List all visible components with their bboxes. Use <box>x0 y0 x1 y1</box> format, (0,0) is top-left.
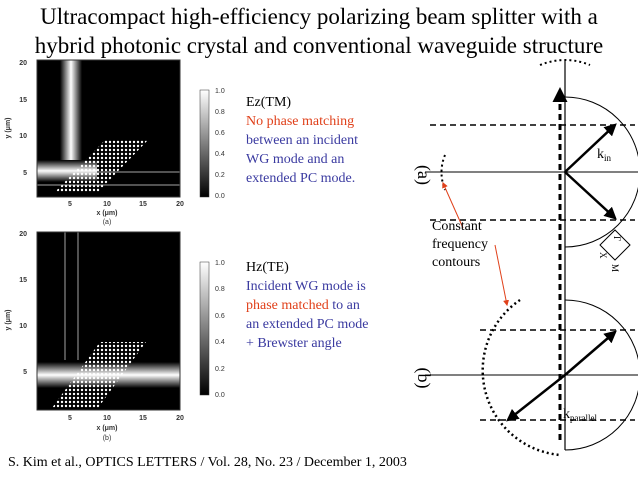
label: WG mode and an <box>246 152 344 167</box>
label: 5 <box>23 369 27 376</box>
label: phase matched <box>246 298 329 313</box>
label: y (μm) <box>5 309 12 330</box>
label: 0.4 <box>215 339 225 346</box>
label: (b) <box>103 435 112 442</box>
label: Hz(TE) <box>246 260 289 275</box>
polygon <box>52 342 146 408</box>
path <box>564 96 638 248</box>
text: phase matched to an <box>246 298 360 313</box>
label: (a) <box>413 165 434 185</box>
label: 15 <box>19 277 27 284</box>
label: 10 <box>103 201 111 208</box>
label: No phase matching <box>246 114 354 129</box>
label: 5 <box>68 201 72 208</box>
label: 0.6 <box>215 130 225 137</box>
rect <box>199 261 210 396</box>
line <box>494 244 510 307</box>
label: 0.2 <box>215 172 225 179</box>
label: extended PC mode. <box>246 171 355 186</box>
label: 0.2 <box>215 366 225 373</box>
panel-b: 20 15 10 5 5 10 15 20 x (μm) (b) y (μm) … <box>5 231 368 442</box>
label: 15 <box>139 201 147 208</box>
polygon <box>599 229 631 261</box>
label: k <box>597 147 604 162</box>
label: contours <box>432 255 480 270</box>
label: 15 <box>19 97 27 104</box>
title-line: hybrid photonic crystal and conventional… <box>35 33 603 58</box>
rect <box>36 231 181 411</box>
path <box>481 298 561 457</box>
label: 10 <box>103 415 111 422</box>
rect <box>199 89 210 198</box>
label: 0.8 <box>215 109 225 116</box>
label: 5 <box>68 415 72 422</box>
label: k <box>563 407 570 422</box>
label: 1.0 <box>215 260 225 267</box>
polygon <box>55 140 148 192</box>
label: parallel <box>570 413 597 423</box>
line <box>564 171 617 220</box>
label: in <box>604 153 612 163</box>
label: to an <box>329 298 360 313</box>
label: 0.4 <box>215 151 225 158</box>
text: kin <box>597 147 612 163</box>
title-line: Ultracompact high-efficiency polarizing … <box>40 4 598 29</box>
diagram <box>425 59 638 457</box>
line <box>442 181 464 229</box>
label: Γ <box>612 236 622 241</box>
label: 0.8 <box>215 286 225 293</box>
label: + Brewster angle <box>246 336 342 351</box>
line <box>564 123 617 173</box>
label: Constant <box>432 219 482 234</box>
label: 1.0 <box>215 88 225 95</box>
label: 15 <box>139 415 147 422</box>
label: 10 <box>19 323 27 330</box>
label: 0.0 <box>215 392 225 399</box>
label: x (μm) <box>96 425 117 432</box>
panel-a: 20 15 10 5 5 10 15 20 x (μm) (a) y (μm) … <box>5 59 358 226</box>
rect <box>60 60 82 175</box>
citation: S. Kim et al., OPTICS LETTERS / Vol. 28,… <box>8 455 407 470</box>
label: frequency <box>432 237 488 252</box>
label: M <box>610 264 620 272</box>
label: between an incident <box>246 133 358 148</box>
label: 0.0 <box>215 193 225 200</box>
text: kparallel <box>563 407 597 423</box>
rect <box>36 59 181 198</box>
path <box>564 299 638 451</box>
path <box>539 59 591 66</box>
label: 20 <box>176 415 184 422</box>
label: 0.6 <box>215 313 225 320</box>
label: 20 <box>19 60 27 67</box>
label: (b) <box>413 368 434 389</box>
label: x (μm) <box>96 210 117 217</box>
label: 20 <box>176 201 184 208</box>
label: (a) <box>103 219 112 226</box>
label: 10 <box>19 133 27 140</box>
label: 5 <box>23 170 27 177</box>
label: an extended PC mode <box>246 317 368 332</box>
label: Incident WG mode is <box>246 279 366 294</box>
label: Ez(TM) <box>246 95 291 110</box>
label: y (μm) <box>5 117 12 138</box>
label: X <box>598 252 608 259</box>
line <box>564 330 617 376</box>
label: 20 <box>19 231 27 238</box>
line <box>506 374 566 422</box>
